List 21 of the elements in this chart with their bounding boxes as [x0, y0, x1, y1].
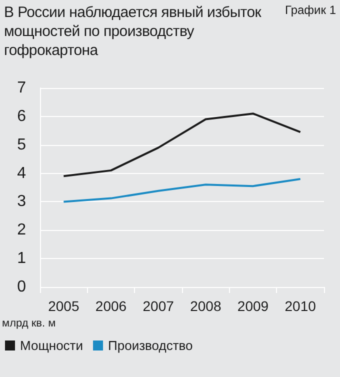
y-tick-label: 3: [17, 193, 26, 210]
y-tick-label: 2: [17, 222, 26, 239]
chart-title: В России наблюдается явный избыток мощностей по производству гофрокартона: [4, 3, 262, 60]
legend-label: Мощности: [20, 338, 84, 353]
legend-label: Производство: [108, 338, 193, 353]
x-tick-label: 2010: [284, 298, 316, 314]
x-tick-label: 2007: [142, 298, 174, 314]
y-tick-label: 7: [17, 80, 26, 96]
x-tick-label: 2008: [190, 298, 222, 314]
line-series: [62, 112, 302, 178]
x-tick-label: 2005: [48, 298, 80, 314]
x-tick-label: 2009: [237, 298, 269, 314]
y-axis-title: млрд кв. м: [2, 318, 56, 330]
y-tick-label: 4: [17, 164, 26, 182]
line-series: [62, 178, 302, 203]
x-tick-label: 2006: [95, 298, 127, 314]
text: График 1: [284, 3, 336, 17]
y-tick-label: 5: [17, 136, 26, 154]
y-tick-label: 6: [17, 108, 26, 125]
y-tick-label: 0: [17, 278, 26, 296]
y-tick-label: 1: [17, 250, 26, 268]
